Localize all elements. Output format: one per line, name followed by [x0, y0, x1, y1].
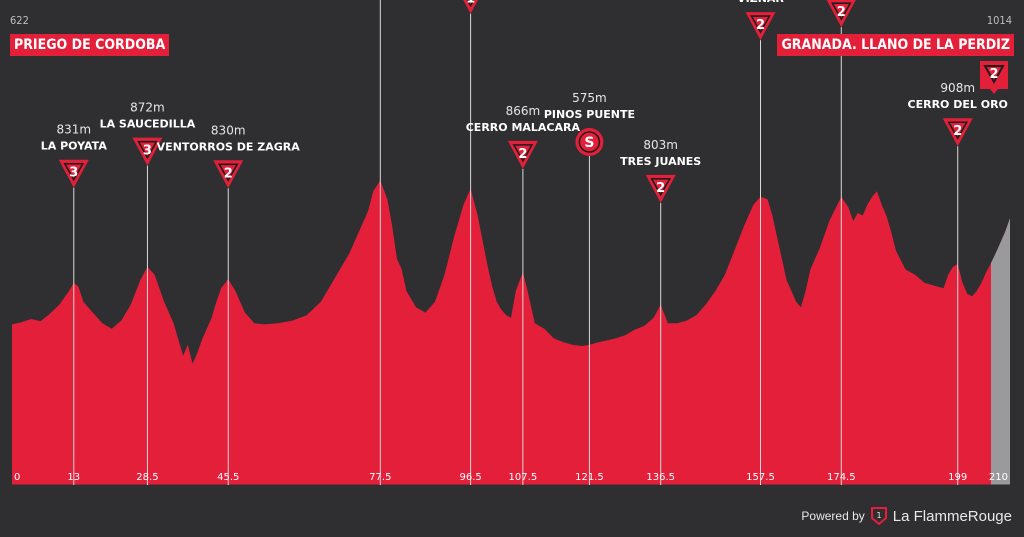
finish-town: GRANADA. LLANO DE LA PERDIZ: [777, 34, 1014, 56]
climb-8-category: 2: [756, 18, 765, 33]
logo-glyph: 1: [876, 511, 881, 520]
climb-0-name: LA POYATA: [41, 140, 108, 153]
flamme-rouge-logo-icon: 1: [870, 507, 887, 525]
powered-label: Powered by: [801, 509, 865, 523]
final-km-area: [990, 180, 1010, 485]
brand-name: La FlammeRouge: [892, 507, 1012, 525]
climb-1-category-frame: [137, 140, 158, 160]
climb-7-category: 2: [656, 181, 665, 196]
climb-2-category: 2: [224, 166, 233, 181]
climb-0-category: 3: [69, 166, 78, 181]
finish-category-label: 2: [989, 67, 998, 82]
climb-8-name: VIZNAR: [737, 0, 784, 5]
climb-0-elevation: 831m: [56, 123, 91, 137]
powered-by: Powered by 1 La FlammeRouge: [801, 507, 1012, 525]
climb-1-name: LA SAUCEDILLA: [100, 118, 196, 131]
climb-8-category-frame: [750, 15, 771, 34]
x-tick-0: 0: [14, 472, 20, 483]
climb-5-elevation: 866m: [506, 104, 541, 118]
finish-elevation: 1014: [986, 14, 1012, 27]
x-tick-3: 45.5: [217, 472, 239, 483]
climb-10-category: 2: [953, 124, 962, 139]
climb-5-category-frame: [512, 144, 534, 163]
x-tick-1: 13: [67, 472, 80, 483]
x-tick-8: 136.5: [646, 472, 675, 483]
x-tick-2: 28.5: [136, 472, 158, 483]
x-tick-10: 174.5: [827, 472, 856, 483]
start-town: PRIEGO DE CORDOBA: [10, 34, 170, 56]
climb-7-elevation: 803m: [643, 138, 678, 152]
climb-5-category: 2: [518, 147, 527, 162]
climb-6-name: PINOS PUENTE: [544, 108, 635, 121]
climb-2-name: VENTORROS DE ZAGRA: [157, 140, 301, 153]
start-elevation: 622: [10, 14, 29, 27]
x-tick-6: 107.5: [509, 472, 538, 483]
profile-area: [12, 180, 1010, 485]
x-tick-12: 210: [989, 472, 1008, 483]
climb-2-category-frame: [217, 163, 239, 182]
climb-0-category-frame: [63, 162, 85, 182]
climb-6-elevation: 575m: [572, 91, 607, 105]
x-tick-7: 121.5: [575, 472, 604, 483]
climb-1-elevation: 872m: [130, 101, 165, 115]
climb-5-name: CERRO MALACARA: [466, 121, 581, 134]
x-tick-9: 157.5: [746, 472, 775, 483]
x-tick-11: 199: [948, 472, 967, 483]
climb-9-category-frame: [830, 2, 852, 21]
climb-4-category: 1: [466, 0, 475, 7]
finish-category-marker: 2: [980, 61, 1008, 94]
x-tick-4: 77.5: [369, 472, 391, 483]
climb-10-category-frame: [947, 121, 969, 140]
x-tick-5: 96.5: [459, 472, 481, 483]
climb-1-category: 3: [143, 144, 152, 159]
climb-10-name: CERRO DEL ORO: [908, 98, 1008, 111]
climb-7-name: TRES JUANES: [620, 155, 701, 168]
climb-6-category: S: [584, 135, 594, 151]
climb-2-elevation: 830m: [211, 123, 246, 137]
climb-7-category-frame: [650, 178, 672, 197]
climb-6-sprint-ring: [578, 131, 601, 153]
climb-9-category: 2: [837, 5, 846, 20]
climb-10-elevation: 908m: [940, 81, 975, 95]
